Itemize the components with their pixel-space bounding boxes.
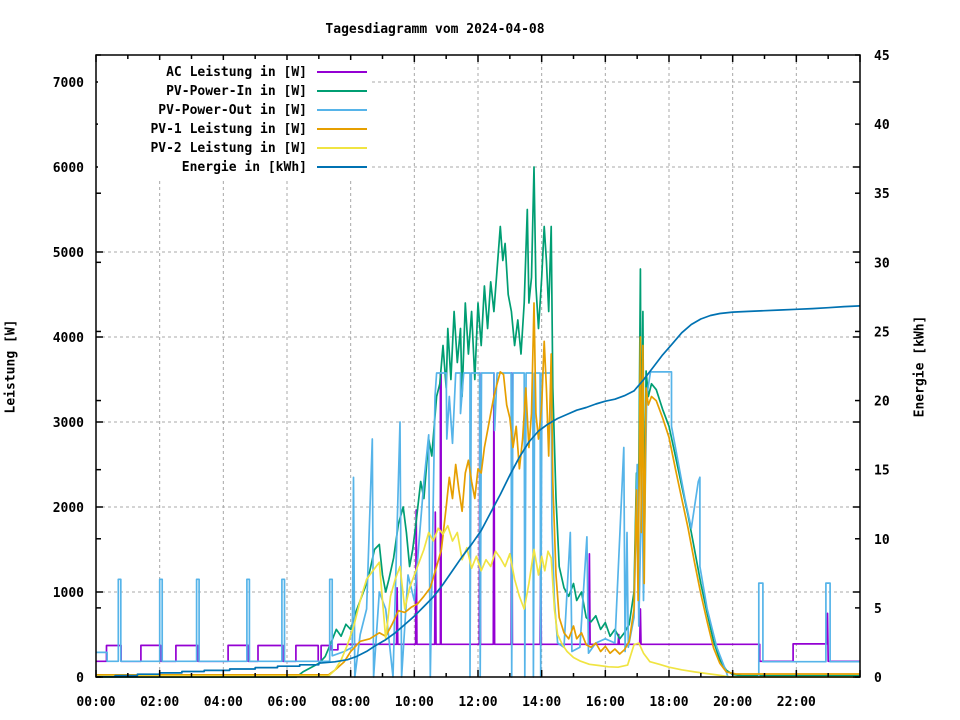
svg-text:00:00: 00:00 bbox=[76, 695, 115, 710]
svg-text:25: 25 bbox=[874, 325, 890, 340]
svg-text:0: 0 bbox=[76, 671, 84, 686]
svg-text:40: 40 bbox=[874, 118, 890, 133]
svg-text:35: 35 bbox=[874, 187, 890, 202]
svg-text:15: 15 bbox=[874, 464, 890, 479]
legend-label-2: PV-Power-Out in [W] bbox=[158, 103, 307, 118]
svg-text:3000: 3000 bbox=[53, 416, 84, 431]
svg-text:45: 45 bbox=[874, 49, 890, 64]
chart-title: Tagesdiagramm vom 2024-04-08 bbox=[325, 22, 545, 37]
series-3 bbox=[96, 302, 860, 676]
svg-text:7000: 7000 bbox=[53, 76, 84, 91]
svg-text:22:00: 22:00 bbox=[777, 695, 816, 710]
svg-text:5: 5 bbox=[874, 602, 882, 617]
y-axis-label-left: Leistung [W] bbox=[3, 319, 19, 414]
legend: AC Leistung in [W] PV-Power-In in [W] PV-P… bbox=[98, 60, 370, 179]
svg-text:1000: 1000 bbox=[53, 586, 84, 601]
series-5 bbox=[96, 305, 861, 678]
svg-text:08:00: 08:00 bbox=[331, 695, 370, 710]
svg-text:12:00: 12:00 bbox=[458, 695, 497, 710]
tick-labels: 00:00 02:00 04:00 06:00 08:00 10:00 12:00 14:00… bbox=[53, 49, 890, 710]
svg-text:10:00: 10:00 bbox=[395, 695, 434, 710]
svg-text:30: 30 bbox=[874, 256, 890, 271]
svg-text:0: 0 bbox=[874, 671, 882, 686]
svg-text:5000: 5000 bbox=[53, 246, 84, 261]
svg-text:06:00: 06:00 bbox=[267, 695, 306, 710]
legend-label-0: AC Leistung in [W] bbox=[166, 65, 307, 80]
svg-text:10: 10 bbox=[874, 533, 890, 548]
svg-text:18:00: 18:00 bbox=[649, 695, 688, 710]
series-1 bbox=[96, 166, 860, 678]
svg-text:2000: 2000 bbox=[53, 501, 84, 516]
series-2 bbox=[96, 371, 860, 678]
svg-text:20:00: 20:00 bbox=[713, 695, 752, 710]
svg-text:20: 20 bbox=[874, 395, 890, 410]
y-axis-label-right: Energie [kWh] bbox=[912, 315, 928, 418]
svg-text:6000: 6000 bbox=[53, 161, 84, 176]
series-4 bbox=[96, 524, 860, 678]
svg-text:02:00: 02:00 bbox=[140, 695, 179, 710]
series-group bbox=[96, 166, 861, 678]
svg-text:4000: 4000 bbox=[53, 331, 84, 346]
legend-label-1: PV-Power-In in [W] bbox=[166, 84, 307, 99]
svg-text:14:00: 14:00 bbox=[522, 695, 561, 710]
legend-label-5: Energie in [kWh] bbox=[182, 160, 307, 175]
legend-label-3: PV-1 Leistung in [W] bbox=[150, 122, 307, 137]
svg-text:04:00: 04:00 bbox=[204, 695, 243, 710]
legend-label-4: PV-2 Leistung in [W] bbox=[150, 141, 307, 156]
svg-text:16:00: 16:00 bbox=[586, 695, 625, 710]
